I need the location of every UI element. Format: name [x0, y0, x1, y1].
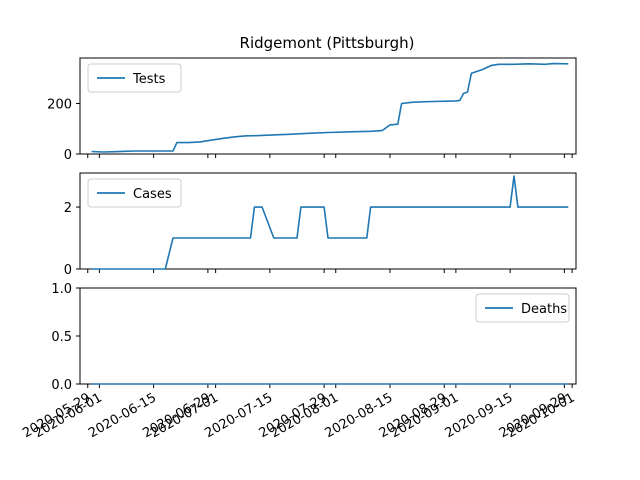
- y-tick-label: 0.0: [51, 378, 72, 393]
- y-tick-label: 0: [64, 148, 72, 163]
- axes-frame: [79, 57, 577, 155]
- legend-box: [87, 63, 182, 93]
- legend: Cases: [87, 178, 182, 208]
- legend: Tests: [87, 63, 182, 93]
- panel-tests: 0 200 Tests: [47, 57, 577, 163]
- panel-cases: 0 2 Cases: [64, 172, 577, 278]
- legend-box: [87, 178, 182, 208]
- y-tick-label: 200: [47, 97, 72, 112]
- legend-label: Deaths: [521, 302, 567, 317]
- series-line-cases: [91, 175, 569, 270]
- series-line-tests: [91, 62, 569, 153]
- legend-box: [475, 293, 570, 323]
- y-tick-label: 1.0: [51, 282, 72, 297]
- y-tick-label: 0.5: [51, 330, 72, 345]
- axes-frame: [79, 172, 577, 270]
- y-tick-label: 2: [64, 201, 72, 216]
- y-tick-label: 0: [64, 263, 72, 278]
- legend-label: Cases: [133, 187, 172, 202]
- panel-deaths: 0.00.51.02020-05-292020-06-012020-06-152…: [20, 282, 577, 441]
- x-tick-label: 2020-10-01: [505, 390, 578, 441]
- chart-title: Ridgemont (Pittsburgh): [240, 34, 415, 52]
- legend-label: Tests: [132, 72, 166, 87]
- legend: Deaths: [475, 293, 570, 323]
